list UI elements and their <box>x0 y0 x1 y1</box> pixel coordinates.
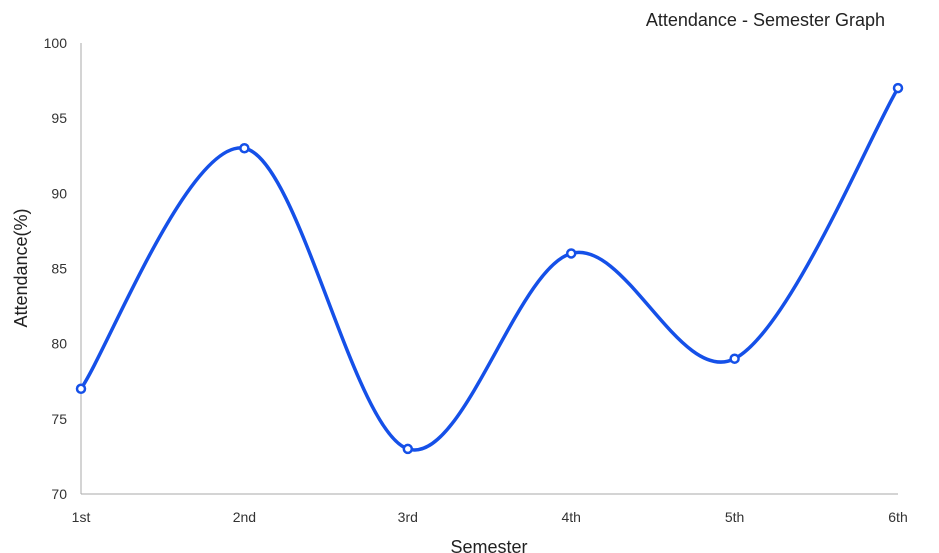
data-point <box>892 82 904 94</box>
x-axis-title: Semester <box>450 537 527 553</box>
data-point <box>729 353 740 364</box>
chart-title: Attendance - Semester Graph <box>646 10 885 30</box>
y-tick-label: 90 <box>51 185 67 201</box>
y-tick-label: 70 <box>51 486 67 502</box>
y-tick-label: 100 <box>44 35 68 51</box>
data-point <box>402 443 414 455</box>
data-point <box>565 248 577 259</box>
x-tick-label: 1st <box>72 509 91 525</box>
y-tick-label: 95 <box>51 110 67 126</box>
y-axis-title: Attendance(%) <box>11 208 31 327</box>
x-tick-label: 6th <box>888 509 907 525</box>
y-tick-label: 85 <box>51 261 67 277</box>
x-tick-label: 2nd <box>233 509 256 525</box>
y-tick-label: 75 <box>51 411 67 427</box>
series-group <box>75 82 904 455</box>
x-axis: 1st 2nd 3rd 4th 5th 6th <box>72 493 908 525</box>
y-tick-label: 80 <box>51 336 67 352</box>
data-point <box>75 383 87 395</box>
x-tick-label: 3rd <box>398 509 418 525</box>
data-point <box>239 142 250 154</box>
series-line <box>79 86 900 452</box>
x-tick-label: 5th <box>725 509 744 525</box>
x-tick-label: 4th <box>561 509 580 525</box>
y-axis: 70 75 80 85 90 95 100 <box>44 35 82 502</box>
